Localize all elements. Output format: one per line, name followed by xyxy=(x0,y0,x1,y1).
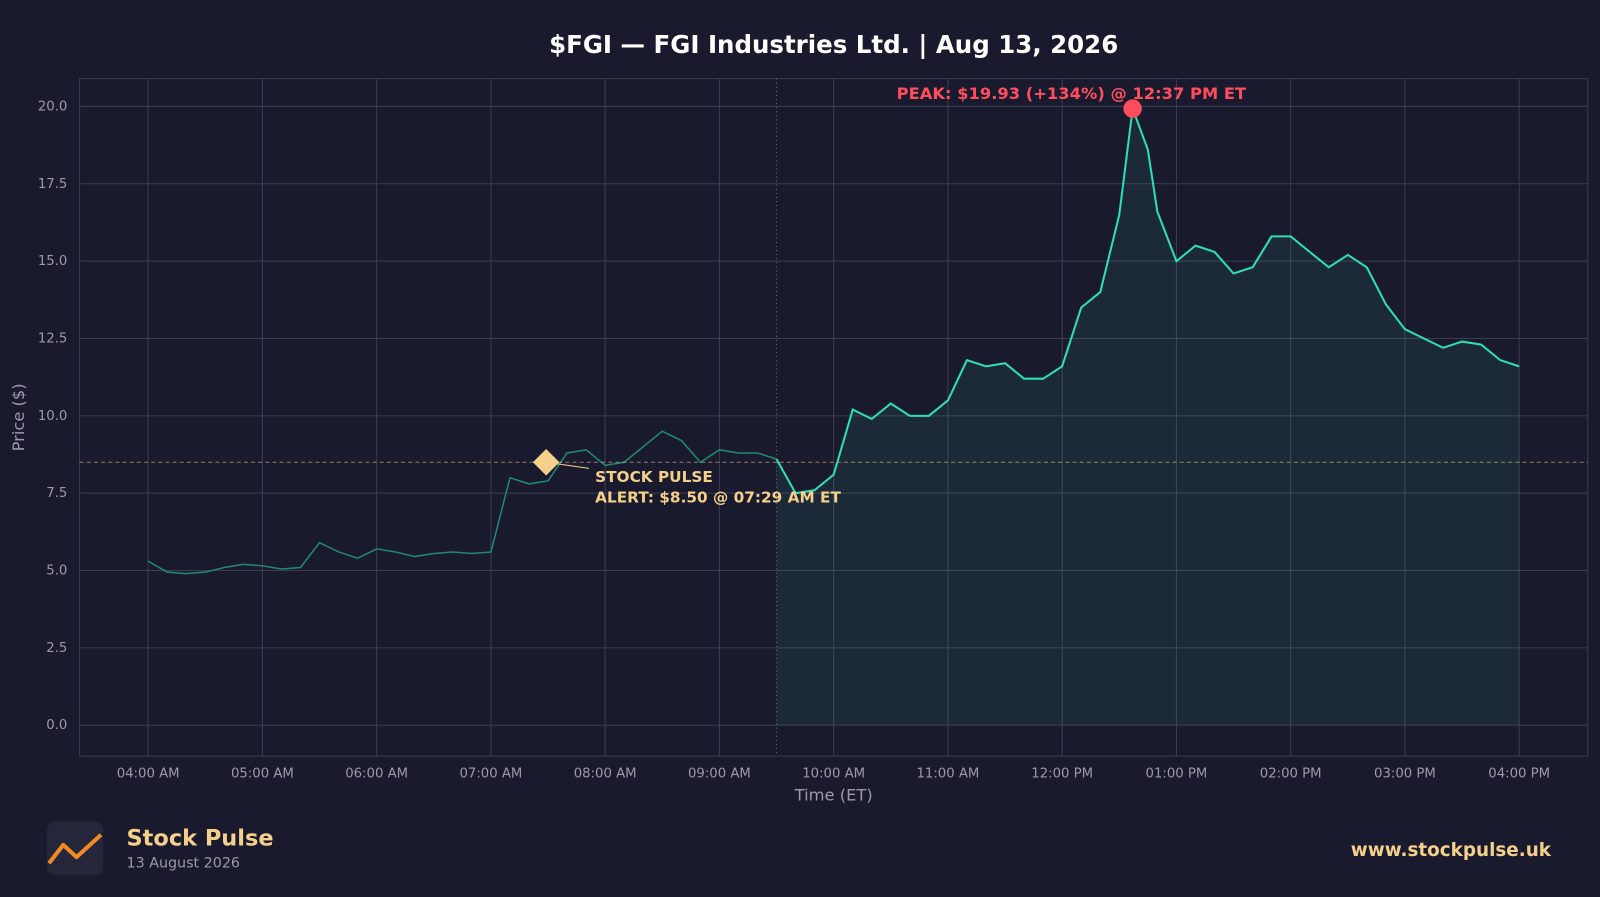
y-axis-label: Price ($) xyxy=(9,383,28,451)
y-tick-label: 5.0 xyxy=(46,564,67,579)
x-tick-label: 10:00 AM xyxy=(802,767,865,782)
logo xyxy=(46,821,104,876)
alert-label: STOCK PULSE xyxy=(595,468,713,486)
y-tick-label: 7.5 xyxy=(46,486,67,501)
x-tick-label: 04:00 AM xyxy=(117,767,180,782)
alert-label: ALERT: $8.50 @ 07:29 AM ET xyxy=(595,488,841,506)
peak-label: PEAK: $19.93 (+134%) @ 12:37 PM ET xyxy=(897,84,1247,103)
plot-area: 0.0 2.5 5.0 7.5 10.0 12.5 15.0 17.5 20.0 04:00 AM… xyxy=(38,78,1589,782)
y-tick-label: 12.5 xyxy=(38,331,68,346)
x-tick-label: 04:00 PM xyxy=(1488,767,1550,782)
chart-title: $FGI — FGI Industries Ltd. | Aug 13, 202… xyxy=(549,30,1118,59)
x-tick-label: 06:00 AM xyxy=(345,767,408,782)
y-tick-label: 15.0 xyxy=(38,254,68,269)
x-tick-label: 12:00 PM xyxy=(1031,767,1093,782)
footer: Stock Pulse 13 August 2026 www.stockpuls… xyxy=(46,821,1552,876)
x-tick-label: 01:00 PM xyxy=(1146,767,1208,782)
y-tick-label: 10.0 xyxy=(38,409,68,424)
alert-marker xyxy=(532,448,560,476)
y-tick-label: 0.0 xyxy=(46,718,67,733)
y-tick-label: 2.5 xyxy=(46,641,67,656)
premarket-line xyxy=(147,430,777,575)
x-tick-label: 07:00 AM xyxy=(459,767,522,782)
x-tick-label: 03:00 PM xyxy=(1374,767,1436,782)
x-tick-label: 08:00 AM xyxy=(574,767,637,782)
y-tick-label: 17.5 xyxy=(38,177,68,192)
footer-date: 13 August 2026 xyxy=(127,855,240,871)
brand: Stock Pulse xyxy=(127,825,274,851)
x-tick-label: 02:00 PM xyxy=(1260,767,1322,782)
x-axis-label: Time (ET) xyxy=(794,785,873,804)
x-tick-label: 11:00 AM xyxy=(916,767,979,782)
x-tick-label: 09:00 AM xyxy=(688,767,751,782)
area xyxy=(776,108,1520,726)
x-tick-label: 05:00 AM xyxy=(231,767,294,782)
url: www.stockpulse.uk xyxy=(1351,840,1552,861)
peak-marker xyxy=(1123,99,1142,118)
y-tick-label: 20.0 xyxy=(38,99,68,114)
line xyxy=(775,108,1520,495)
logo-icon xyxy=(47,833,103,865)
